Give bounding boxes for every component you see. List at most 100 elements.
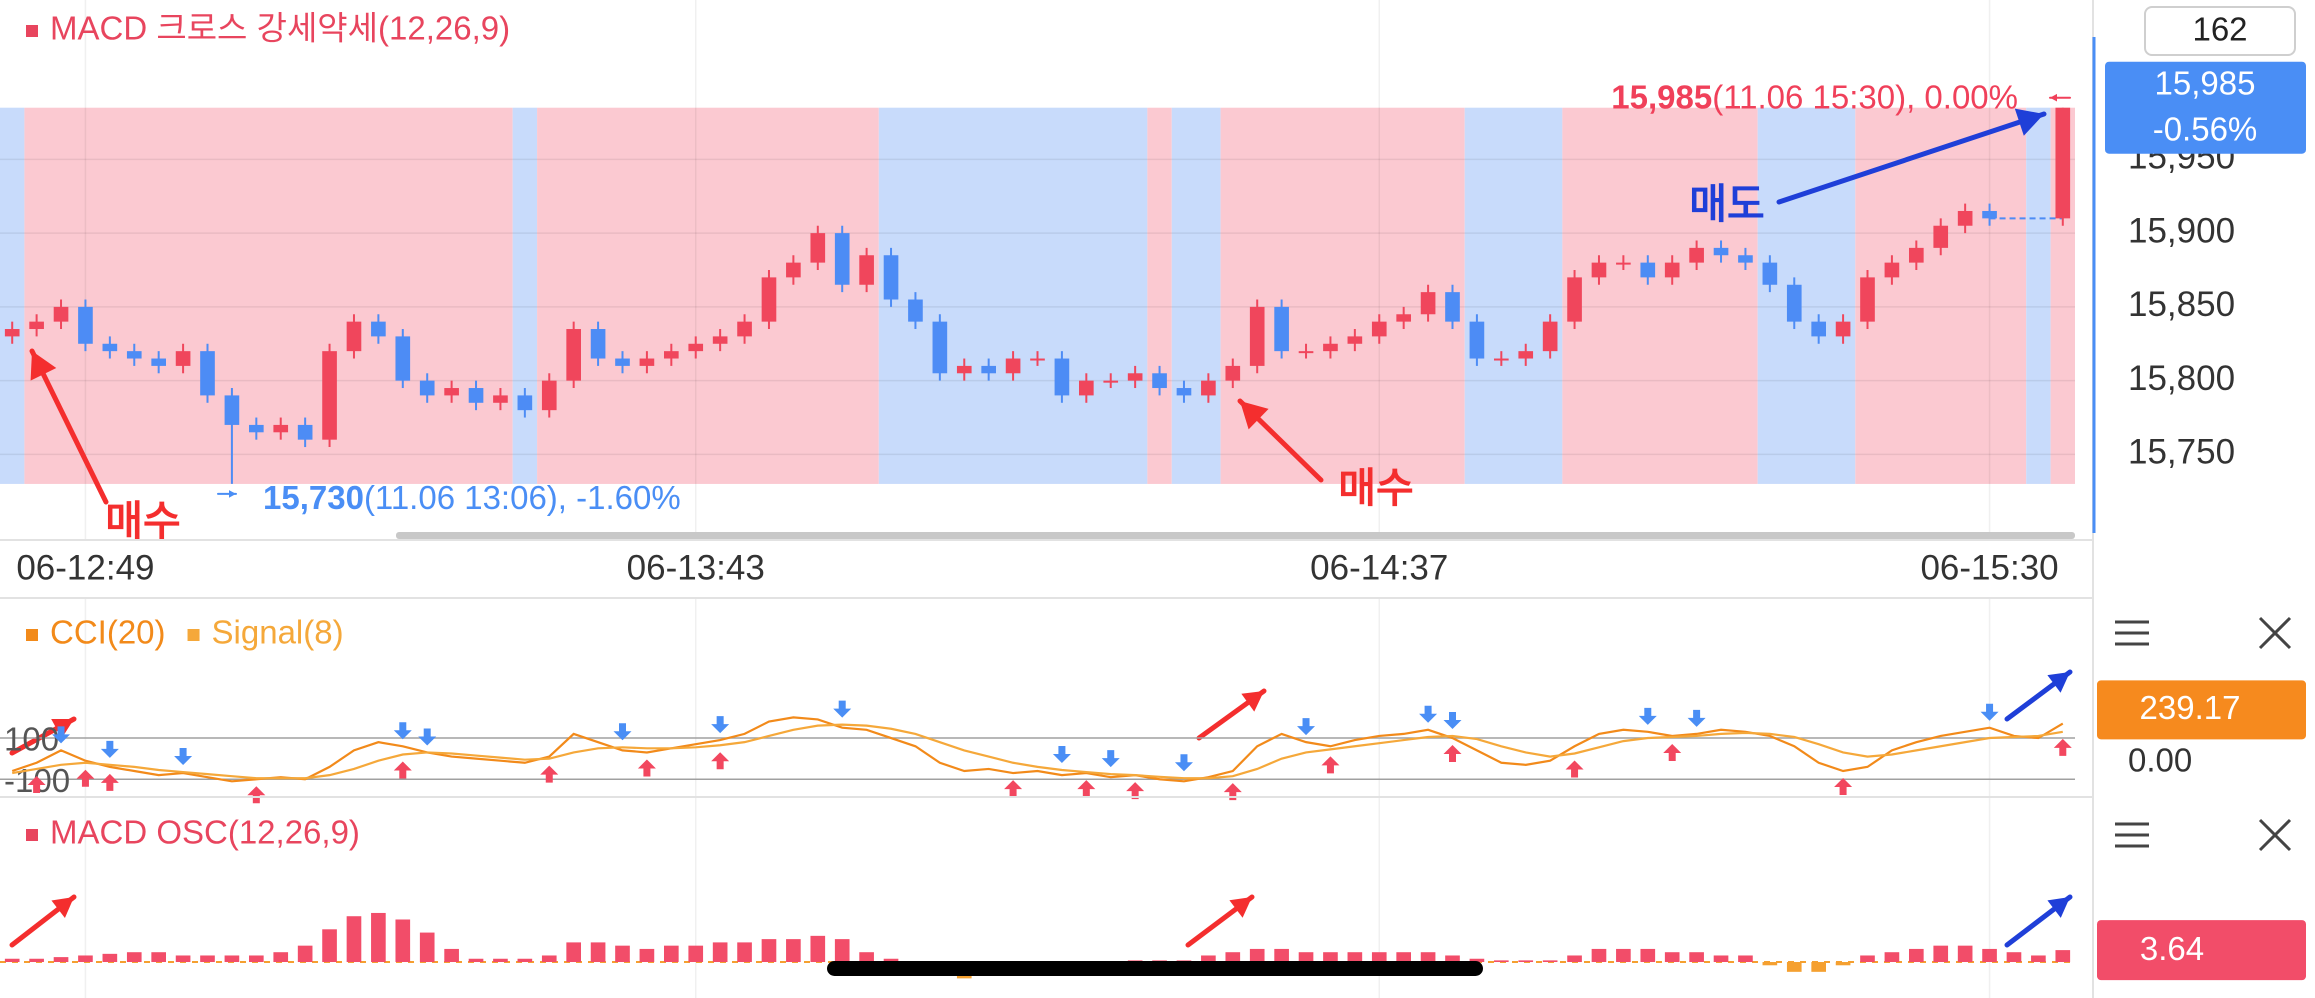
candle-body bbox=[1664, 262, 1680, 278]
osc-bar bbox=[541, 955, 557, 963]
candle-body bbox=[615, 358, 630, 366]
candle-body bbox=[1616, 262, 1631, 265]
osc-bar bbox=[1445, 955, 1460, 963]
buy-signal bbox=[393, 761, 412, 779]
osc-bar bbox=[1811, 962, 1826, 972]
buy-signal bbox=[1443, 745, 1462, 763]
y-tick-label: 15,750 bbox=[2128, 433, 2235, 472]
candle-body bbox=[322, 351, 337, 440]
signal-region bbox=[512, 107, 538, 484]
buy-signal bbox=[1077, 780, 1096, 798]
arrow-head bbox=[51, 897, 74, 918]
candle-body bbox=[1103, 380, 1119, 383]
indicator-line bbox=[11, 716, 2064, 783]
osc-bar bbox=[1591, 948, 1607, 963]
legend-label: Signal(8) bbox=[212, 614, 344, 651]
x-tick-label: 06-14:37 bbox=[1310, 548, 1448, 587]
sell-signal bbox=[711, 716, 730, 734]
osc-bar bbox=[712, 942, 728, 963]
buy-signal bbox=[1321, 756, 1340, 774]
candle-body bbox=[859, 255, 874, 285]
buy-signal bbox=[1126, 782, 1145, 800]
osc-bar bbox=[175, 955, 191, 963]
signal-region bbox=[24, 107, 513, 484]
osc-bar bbox=[1347, 952, 1363, 963]
candle-body bbox=[78, 306, 93, 344]
sell-signal bbox=[1052, 745, 1071, 763]
sell-signal bbox=[833, 700, 852, 718]
osc-bar bbox=[1835, 962, 1851, 966]
osc-bar bbox=[78, 955, 93, 963]
candle-body bbox=[1274, 306, 1289, 352]
candle-body bbox=[1201, 380, 1216, 396]
min-price-label: 15,730(11.06 13:06), -1.60% bbox=[263, 479, 681, 516]
annotation: 매도 bbox=[1689, 181, 1764, 227]
candle-body bbox=[1860, 277, 1875, 322]
candle-body bbox=[1884, 262, 1900, 278]
candle-body bbox=[1396, 314, 1411, 322]
signal-region bbox=[1855, 107, 2027, 484]
candle-body bbox=[102, 343, 118, 352]
osc-bar bbox=[2055, 950, 2071, 963]
osc-bar bbox=[834, 939, 850, 963]
osc-bar bbox=[1957, 945, 1973, 963]
osc-bar bbox=[810, 935, 826, 963]
candle-body bbox=[664, 351, 679, 359]
buy-signal bbox=[1834, 778, 1853, 796]
buy-signal bbox=[1565, 760, 1584, 778]
osc-bar bbox=[1762, 962, 1778, 966]
candle-body bbox=[1640, 262, 1656, 278]
osc-bar bbox=[224, 955, 240, 963]
candle-body bbox=[1225, 365, 1241, 381]
arrow-head bbox=[1229, 897, 1252, 918]
osc-bar bbox=[493, 958, 508, 963]
signal-region bbox=[1757, 107, 1856, 484]
candle-body bbox=[1494, 358, 1509, 361]
candle-body bbox=[249, 424, 264, 433]
legend-swatch bbox=[26, 25, 38, 37]
candle-body bbox=[1811, 321, 1826, 337]
annotation: 매수 bbox=[105, 498, 180, 544]
buy-signal bbox=[540, 765, 559, 783]
osc-bar bbox=[1249, 948, 1265, 963]
signal-region bbox=[2026, 107, 2051, 484]
osc-bar bbox=[2031, 955, 2046, 963]
osc-bar bbox=[1933, 945, 1949, 963]
chart-title: MACD OSC(12,26,9) bbox=[50, 814, 360, 851]
sell-signal bbox=[1419, 705, 1438, 723]
candle-body bbox=[1591, 262, 1607, 278]
osc-bar bbox=[1909, 948, 1924, 963]
candle-body bbox=[175, 351, 191, 366]
candle-body bbox=[29, 321, 44, 330]
osc-bar bbox=[1982, 948, 1997, 963]
close-icon bbox=[2258, 616, 2292, 650]
legend-swatch bbox=[26, 629, 38, 641]
count-label: 162 bbox=[2192, 11, 2247, 48]
max-price-detail: (11.06 15:30), 0.00% bbox=[1712, 78, 2018, 115]
sell-signal bbox=[100, 740, 119, 758]
candle-body bbox=[1298, 351, 1314, 354]
sell-signal bbox=[613, 723, 632, 741]
signal-region bbox=[1147, 107, 1172, 484]
osc-bar bbox=[859, 952, 874, 963]
candle-body bbox=[395, 336, 411, 381]
home-indicator bbox=[827, 961, 1483, 976]
signal-region bbox=[878, 107, 1148, 484]
osc-bar bbox=[664, 945, 679, 963]
candle-body bbox=[1347, 336, 1363, 344]
osc-bar bbox=[468, 958, 484, 963]
osc-bar bbox=[444, 948, 459, 963]
osc-bar bbox=[737, 942, 752, 963]
osc-bar bbox=[590, 942, 606, 963]
candle-body bbox=[1762, 262, 1778, 285]
signal-region bbox=[0, 107, 25, 484]
buy-signal bbox=[637, 759, 656, 777]
max-price-value: 15,985 bbox=[1611, 78, 1712, 115]
osc-bar bbox=[322, 929, 337, 963]
candle-body bbox=[1152, 373, 1167, 389]
candle-body bbox=[297, 424, 313, 440]
arrow-head bbox=[2047, 897, 2070, 918]
osc-bar bbox=[2006, 952, 2022, 963]
candle-body bbox=[1249, 306, 1265, 366]
